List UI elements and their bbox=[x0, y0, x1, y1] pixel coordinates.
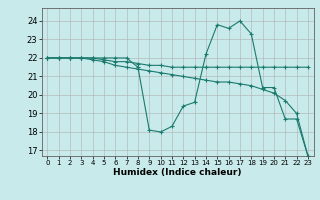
X-axis label: Humidex (Indice chaleur): Humidex (Indice chaleur) bbox=[113, 168, 242, 177]
